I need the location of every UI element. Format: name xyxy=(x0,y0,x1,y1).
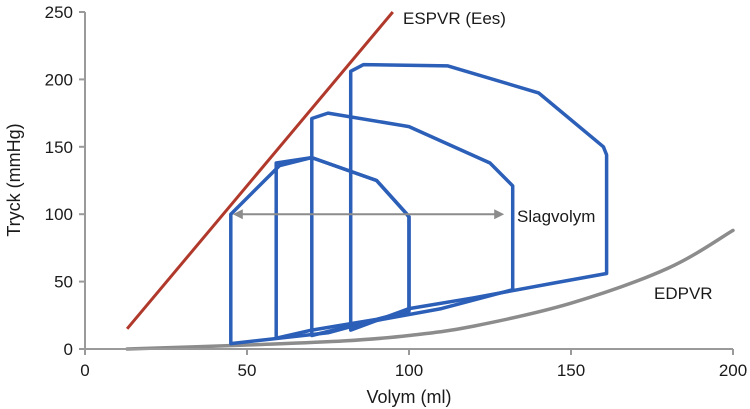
x-axis-title: Volym (ml) xyxy=(367,387,452,407)
stroke-volume-label: Slagvolym xyxy=(517,207,595,226)
y-axis-title: Tryck (mmHg) xyxy=(4,123,24,236)
x-tick-label: 200 xyxy=(719,361,747,380)
axes: 0 50 100 150 200 0 50 100 150 200 250 xyxy=(45,3,748,380)
plot-area xyxy=(125,11,735,351)
x-tick-label: 0 xyxy=(80,361,89,380)
y-tick-label: 100 xyxy=(45,205,73,224)
x-tick-label: 100 xyxy=(395,361,423,380)
y-tick-label: 0 xyxy=(64,340,73,359)
edpvr-curve xyxy=(125,228,735,351)
pv-loop-2 xyxy=(274,155,411,340)
x-tick-label: 150 xyxy=(557,361,585,380)
edpvr-label: EDPVR xyxy=(654,284,713,303)
pv-loop-4 xyxy=(348,62,609,332)
espvr-label: ESPVR (Ees) xyxy=(403,9,506,28)
y-tick-label: 50 xyxy=(54,273,73,292)
y-tick-label: 200 xyxy=(45,70,73,89)
y-tick-label: 150 xyxy=(45,138,73,157)
arrow-head-left xyxy=(232,209,243,220)
espvr-line xyxy=(125,11,394,330)
pv-loop-3 xyxy=(310,111,515,338)
y-tick-label: 250 xyxy=(45,3,73,22)
arrow-head-right xyxy=(494,209,505,220)
x-tick-label: 50 xyxy=(238,361,257,380)
